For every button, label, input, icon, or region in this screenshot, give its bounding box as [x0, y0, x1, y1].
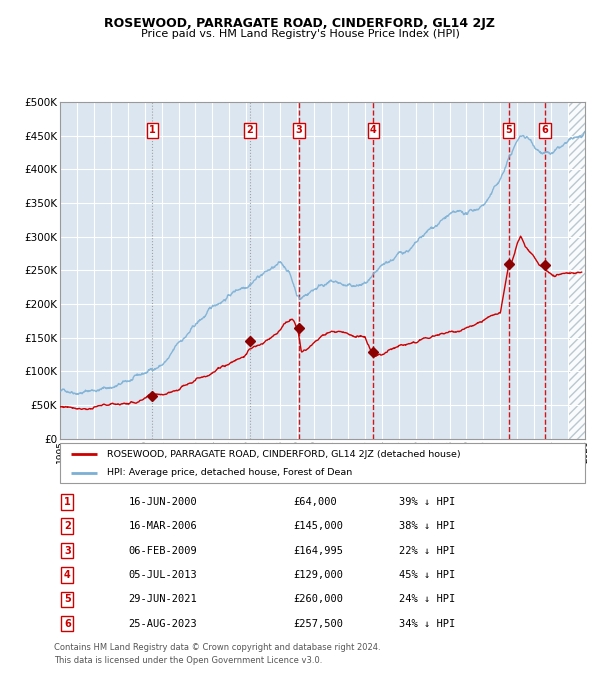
- Text: £64,000: £64,000: [293, 497, 337, 507]
- Bar: [568, 102, 585, 439]
- Text: 45% ↓ HPI: 45% ↓ HPI: [399, 570, 455, 580]
- Text: 06-FEB-2009: 06-FEB-2009: [128, 545, 197, 556]
- Text: £145,000: £145,000: [293, 521, 343, 531]
- Text: 16-MAR-2006: 16-MAR-2006: [128, 521, 197, 531]
- Text: 16-JUN-2000: 16-JUN-2000: [128, 497, 197, 507]
- Text: 1: 1: [149, 125, 156, 135]
- Text: This data is licensed under the Open Government Licence v3.0.: This data is licensed under the Open Gov…: [54, 656, 322, 664]
- Text: 25-AUG-2023: 25-AUG-2023: [128, 619, 197, 628]
- Text: 2: 2: [64, 521, 71, 531]
- Text: 39% ↓ HPI: 39% ↓ HPI: [399, 497, 455, 507]
- Text: 24% ↓ HPI: 24% ↓ HPI: [399, 594, 455, 605]
- Text: 5: 5: [505, 125, 512, 135]
- Text: 5: 5: [64, 594, 71, 605]
- Text: 4: 4: [370, 125, 377, 135]
- Text: 6: 6: [542, 125, 548, 135]
- Text: £129,000: £129,000: [293, 570, 343, 580]
- Text: Contains HM Land Registry data © Crown copyright and database right 2024.: Contains HM Land Registry data © Crown c…: [54, 643, 380, 651]
- Text: 22% ↓ HPI: 22% ↓ HPI: [399, 545, 455, 556]
- Text: 34% ↓ HPI: 34% ↓ HPI: [399, 619, 455, 628]
- Text: 29-JUN-2021: 29-JUN-2021: [128, 594, 197, 605]
- Text: 6: 6: [64, 619, 71, 628]
- Text: £164,995: £164,995: [293, 545, 343, 556]
- Text: 38% ↓ HPI: 38% ↓ HPI: [399, 521, 455, 531]
- Text: £257,500: £257,500: [293, 619, 343, 628]
- Text: 3: 3: [64, 545, 71, 556]
- Text: ROSEWOOD, PARRAGATE ROAD, CINDERFORD, GL14 2JZ (detached house): ROSEWOOD, PARRAGATE ROAD, CINDERFORD, GL…: [107, 450, 461, 459]
- Text: HPI: Average price, detached house, Forest of Dean: HPI: Average price, detached house, Fore…: [107, 469, 353, 477]
- Text: £260,000: £260,000: [293, 594, 343, 605]
- Text: 2: 2: [247, 125, 253, 135]
- Text: Price paid vs. HM Land Registry's House Price Index (HPI): Price paid vs. HM Land Registry's House …: [140, 29, 460, 39]
- Text: ROSEWOOD, PARRAGATE ROAD, CINDERFORD, GL14 2JZ: ROSEWOOD, PARRAGATE ROAD, CINDERFORD, GL…: [104, 17, 496, 30]
- Text: 4: 4: [64, 570, 71, 580]
- Text: 05-JUL-2013: 05-JUL-2013: [128, 570, 197, 580]
- Text: 1: 1: [64, 497, 71, 507]
- Text: 3: 3: [295, 125, 302, 135]
